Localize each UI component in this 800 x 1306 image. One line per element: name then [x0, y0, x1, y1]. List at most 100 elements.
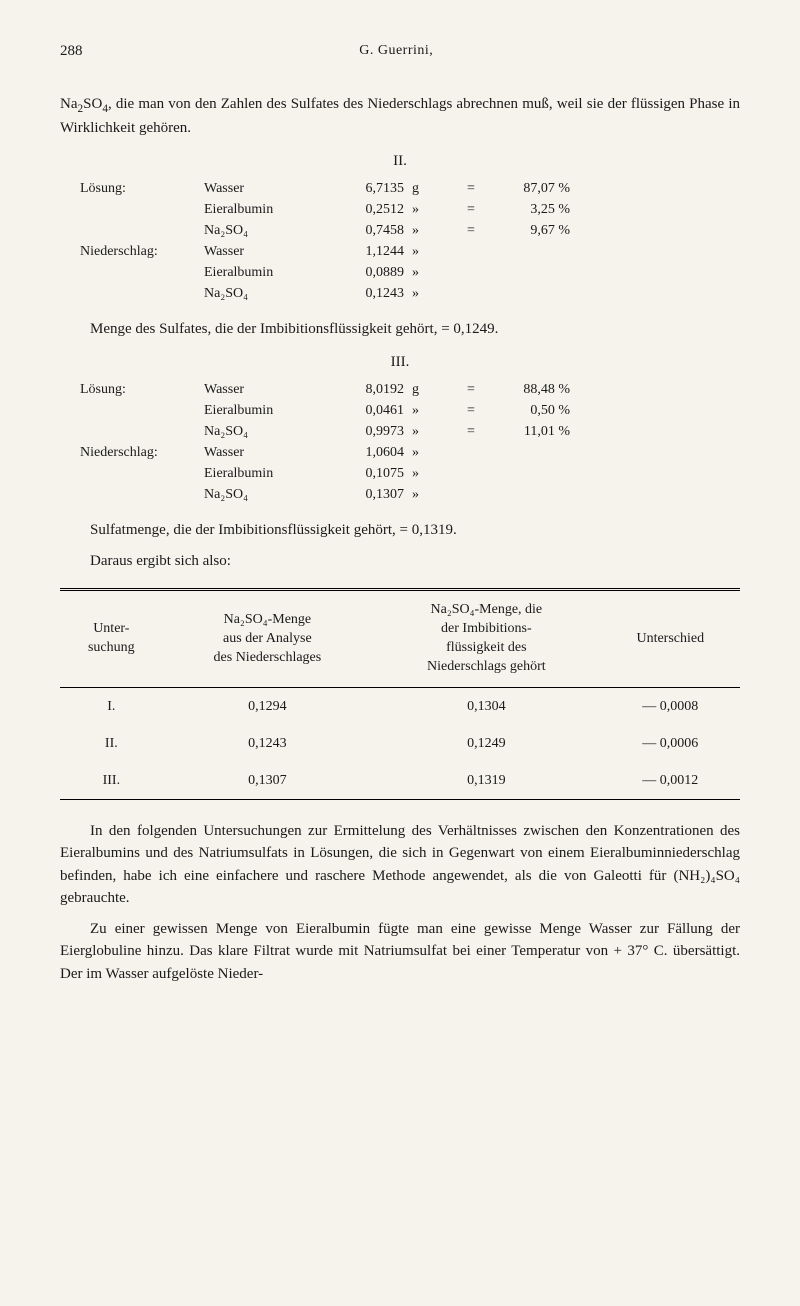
table-row: I.0,12940,1304— 0,0008 [60, 687, 740, 725]
row-role [60, 463, 200, 484]
row-substance: Na₂SO₄ [204, 220, 314, 241]
row-role [60, 484, 200, 505]
row-percent [490, 262, 570, 283]
row-percent: 3,25 % [490, 199, 570, 220]
row-equals [456, 463, 486, 484]
row-value: 0,1243 [318, 283, 408, 304]
row-unit: » [412, 199, 452, 220]
row-percent [490, 484, 570, 505]
row-percent: 88,48 % [490, 379, 570, 400]
row-unit: » [412, 421, 452, 442]
row-substance: Eieralbumin [204, 262, 314, 283]
table-row: III.0,13070,1319— 0,0012 [60, 762, 740, 799]
data-block-2: Lösung:Wasser6,7135g=87,07 %Eieralbumin0… [60, 178, 740, 304]
row-value: 0,7458 [318, 220, 408, 241]
table-cell: — 0,0008 [601, 687, 740, 725]
paragraph-2: Menge des Sulfates, die der Imbibitionsf… [60, 318, 740, 341]
row-unit: » [412, 484, 452, 505]
data-row: Na₂SO₄0,9973»=11,01 % [60, 421, 740, 442]
table-header: Na₂SO₄-Mengeaus der Analysedes Niedersch… [163, 591, 372, 687]
paragraph-4: In den folgenden Untersuchungen zur Ermi… [60, 820, 740, 910]
row-value: 6,7135 [318, 178, 408, 199]
table-cell: — 0,0012 [601, 762, 740, 799]
table-cell: 0,1307 [163, 762, 372, 799]
row-unit: » [412, 241, 452, 262]
row-role [60, 400, 200, 421]
row-substance: Wasser [204, 178, 314, 199]
row-equals: = [456, 178, 486, 199]
paragraph-1: Na2SO4, die man von den Zahlen des Sulfa… [60, 93, 740, 140]
section-3-heading: III. [60, 351, 740, 374]
row-percent [490, 283, 570, 304]
row-role: Lösung: [60, 178, 200, 199]
table-cell: 0,1249 [372, 725, 600, 762]
row-equals: = [456, 220, 486, 241]
data-row: Lösung:Wasser6,7135g=87,07 % [60, 178, 740, 199]
data-row: Eieralbumin0,0889» [60, 262, 740, 283]
data-row: Na₂SO₄0,7458»=9,67 % [60, 220, 740, 241]
row-equals [456, 283, 486, 304]
data-row: Niederschlag:Wasser1,0604» [60, 442, 740, 463]
row-substance: Na₂SO₄ [204, 484, 314, 505]
row-substance: Eieralbumin [204, 199, 314, 220]
row-unit: » [412, 283, 452, 304]
row-equals [456, 262, 486, 283]
data-row: Na₂SO₄0,1243» [60, 283, 740, 304]
data-row: Eieralbumin0,2512»=3,25 % [60, 199, 740, 220]
row-value: 0,2512 [318, 199, 408, 220]
row-substance: Wasser [204, 241, 314, 262]
row-equals [456, 241, 486, 262]
table-cell: 0,1243 [163, 725, 372, 762]
row-role [60, 220, 200, 241]
row-substance: Wasser [204, 442, 314, 463]
row-role [60, 421, 200, 442]
table-header: Unter-suchung [60, 591, 163, 687]
row-substance: Na₂SO₄ [204, 421, 314, 442]
row-percent [490, 463, 570, 484]
row-percent [490, 442, 570, 463]
table-cell: III. [60, 762, 163, 799]
row-value: 1,1244 [318, 241, 408, 262]
row-unit: » [412, 442, 452, 463]
row-unit: » [412, 400, 452, 421]
row-value: 0,9973 [318, 421, 408, 442]
row-value: 0,1075 [318, 463, 408, 484]
row-equals: = [456, 199, 486, 220]
table-row: II.0,12430,1249— 0,0006 [60, 725, 740, 762]
row-percent [490, 241, 570, 262]
row-substance: Na₂SO₄ [204, 283, 314, 304]
table-cell: II. [60, 725, 163, 762]
table-cell: 0,1319 [372, 762, 600, 799]
table-cell: — 0,0006 [601, 725, 740, 762]
table-cell: 0,1294 [163, 687, 372, 725]
data-row: Eieralbumin0,1075» [60, 463, 740, 484]
row-unit: g [412, 379, 452, 400]
table-header: Unterschied [601, 591, 740, 687]
row-equals: = [456, 421, 486, 442]
row-unit: » [412, 220, 452, 241]
row-equals [456, 442, 486, 463]
row-role: Lösung: [60, 379, 200, 400]
row-percent: 0,50 % [490, 400, 570, 421]
paragraph-5: Zu einer gewissen Menge von Eieralbumin … [60, 918, 740, 986]
row-equals [456, 484, 486, 505]
row-role: Niederschlag: [60, 241, 200, 262]
row-role [60, 262, 200, 283]
section-2-heading: II. [60, 150, 740, 173]
row-percent: 11,01 % [490, 421, 570, 442]
results-table: Unter-suchungNa₂SO₄-Mengeaus der Analyse… [60, 588, 740, 800]
row-equals: = [456, 400, 486, 421]
data-row: Eieralbumin0,0461»=0,50 % [60, 400, 740, 421]
row-unit: » [412, 262, 452, 283]
row-unit: g [412, 178, 452, 199]
row-value: 0,1307 [318, 484, 408, 505]
row-value: 0,0889 [318, 262, 408, 283]
row-role [60, 199, 200, 220]
row-percent: 9,67 % [490, 220, 570, 241]
row-substance: Wasser [204, 379, 314, 400]
author-name: G. Guerrini, [359, 40, 433, 63]
table-cell: I. [60, 687, 163, 725]
row-percent: 87,07 % [490, 178, 570, 199]
page-number: 288 [60, 40, 83, 63]
row-value: 8,0192 [318, 379, 408, 400]
